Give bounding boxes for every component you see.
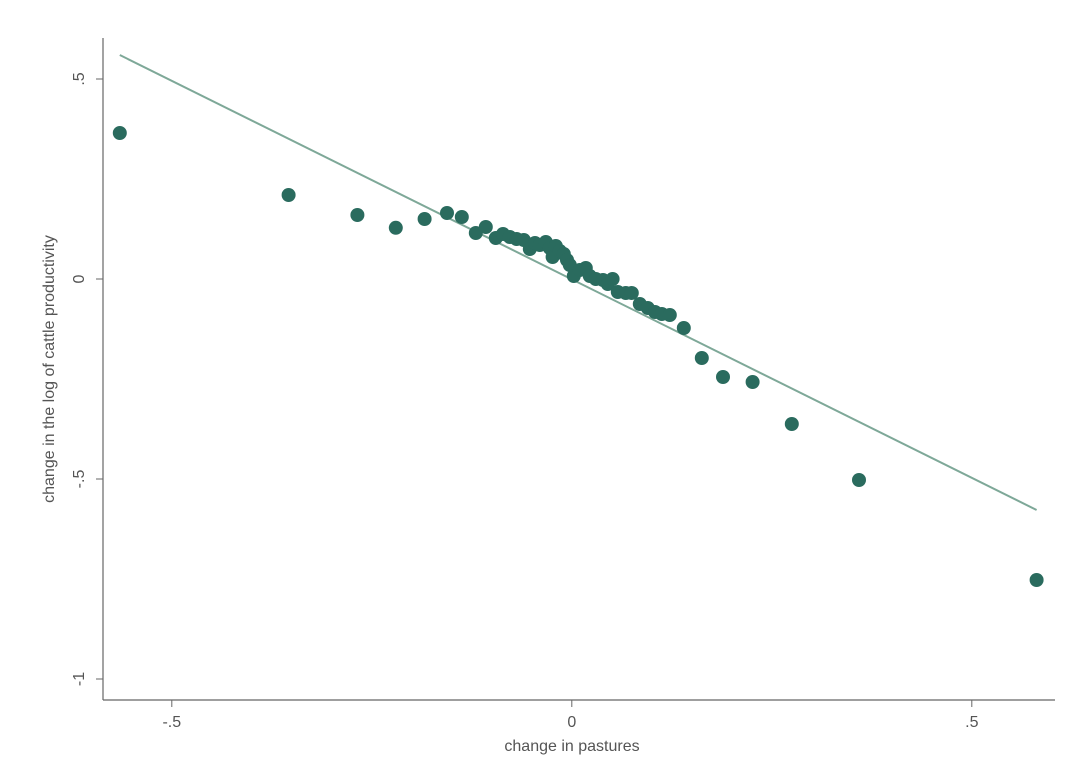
y-tick-label: .5 xyxy=(71,72,88,85)
point xyxy=(694,351,709,365)
point xyxy=(605,272,620,286)
point xyxy=(281,188,296,202)
x-tick-label: 0 xyxy=(567,714,576,731)
point xyxy=(112,126,127,140)
point xyxy=(388,220,403,235)
x-tick-label: .5 xyxy=(965,714,978,731)
x-axis-title: change in pastures xyxy=(504,738,639,755)
point xyxy=(1029,573,1044,587)
point xyxy=(662,308,677,322)
fit-line xyxy=(119,54,1038,511)
x-tick-label: -.5 xyxy=(162,714,181,731)
y-tick-label: 0 xyxy=(71,274,88,283)
y-tick-label: -.5 xyxy=(71,470,88,489)
point xyxy=(852,473,866,487)
point xyxy=(417,212,432,226)
point xyxy=(454,210,469,224)
point xyxy=(784,417,799,431)
point xyxy=(676,321,691,335)
point xyxy=(624,286,639,300)
y-axis-title: change in the log of cattle productivity xyxy=(41,235,58,503)
point xyxy=(350,208,365,222)
point xyxy=(440,206,454,220)
point xyxy=(745,375,760,389)
point xyxy=(478,220,493,234)
y-tick-label: -1 xyxy=(71,672,88,686)
point xyxy=(716,370,730,384)
